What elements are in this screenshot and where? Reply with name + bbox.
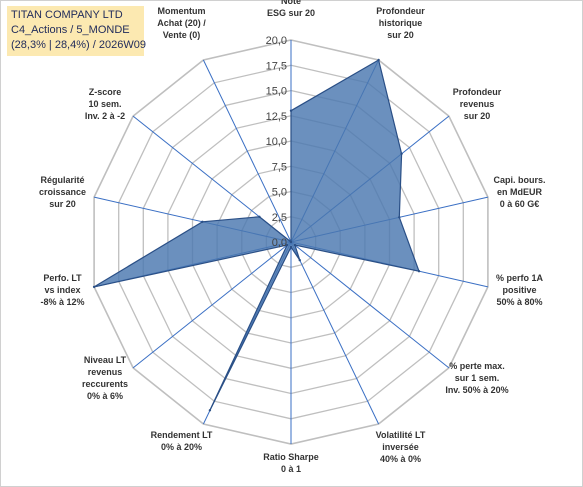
axis-label: Profondeur historique sur 20 — [376, 6, 425, 40]
data-point — [398, 216, 401, 219]
tick-label: 17,5 — [266, 60, 287, 72]
axis-label: Rendement LT 0% à 20% — [151, 430, 213, 452]
axis-labels: Note ESG sur 20 Profondeur historique sur 20… — [39, 0, 546, 474]
data-point — [289, 109, 293, 112]
data-point — [293, 243, 297, 247]
axis-spoke — [290, 241, 380, 425]
axis-label: Niveau LT revenus reccurents 0% à 6% — [82, 355, 128, 401]
data-point — [289, 245, 293, 249]
axis-spoke — [202, 59, 292, 243]
data-point — [400, 152, 403, 155]
axis-spoke — [132, 241, 292, 369]
axis-label: Régularité croissance sur 20 — [39, 175, 86, 209]
tick-label: 10,0 — [266, 136, 287, 148]
tick-label: 2,5 — [272, 212, 287, 224]
axis-label: Z-score 10 sem. Inv. 2 à -2 — [85, 87, 125, 121]
portfolio-label: C4_Actions / 5_MONDE — [11, 24, 130, 36]
data-point — [289, 240, 293, 244]
radial-tick-labels: 0,0 2,5 5,0 7,5 10,0 12,5 15,0 17,5 20,0 — [266, 35, 287, 249]
tick-label: 5,0 — [272, 187, 287, 199]
axis-label: Momentum Achat (20) / Vente (0) — [157, 6, 206, 40]
tick-label: 0,0 — [272, 237, 287, 249]
tick-label: 15,0 — [266, 86, 287, 98]
data-point — [298, 259, 301, 262]
axis-label: Note ESG sur 20 — [267, 0, 315, 18]
axis-label: % perfo 1A positive 50% à 80% — [496, 273, 544, 307]
tick-label: 12,5 — [266, 111, 287, 123]
radar-series — [92, 58, 421, 412]
axis-label: Volatilité LT inversée 40% à 0% — [376, 430, 426, 464]
data-point — [377, 58, 380, 62]
data-point — [417, 270, 421, 273]
axis-label: Perfo. LT vs index -8% à 12% — [40, 273, 84, 307]
data-point — [92, 285, 96, 289]
axis-label: Ratio Sharpe 0 à 1 — [263, 452, 319, 474]
data-point — [201, 220, 204, 223]
tick-label: 20,0 — [266, 35, 287, 47]
tick-label: 7,5 — [272, 161, 287, 173]
axis-label: % perte max. sur 1 sem. Inv. 50% à 20% — [445, 361, 508, 395]
data-point — [285, 243, 289, 247]
axis-label: Profondeur revenus sur 20 — [453, 87, 502, 121]
axis-label: Capi. bours. en MdEUR 0 à 60 G€ — [493, 175, 545, 209]
data-point — [258, 215, 261, 218]
chart-header: TITAN COMPANY LTD C4_Actions / 5_MONDE (… — [7, 6, 146, 56]
axis-spoke — [290, 241, 450, 369]
data-point — [208, 409, 212, 412]
company-name: TITAN COMPANY LTD — [11, 9, 123, 21]
period-label: (28,3% | 28,4%) / 2026W09 — [11, 39, 146, 51]
